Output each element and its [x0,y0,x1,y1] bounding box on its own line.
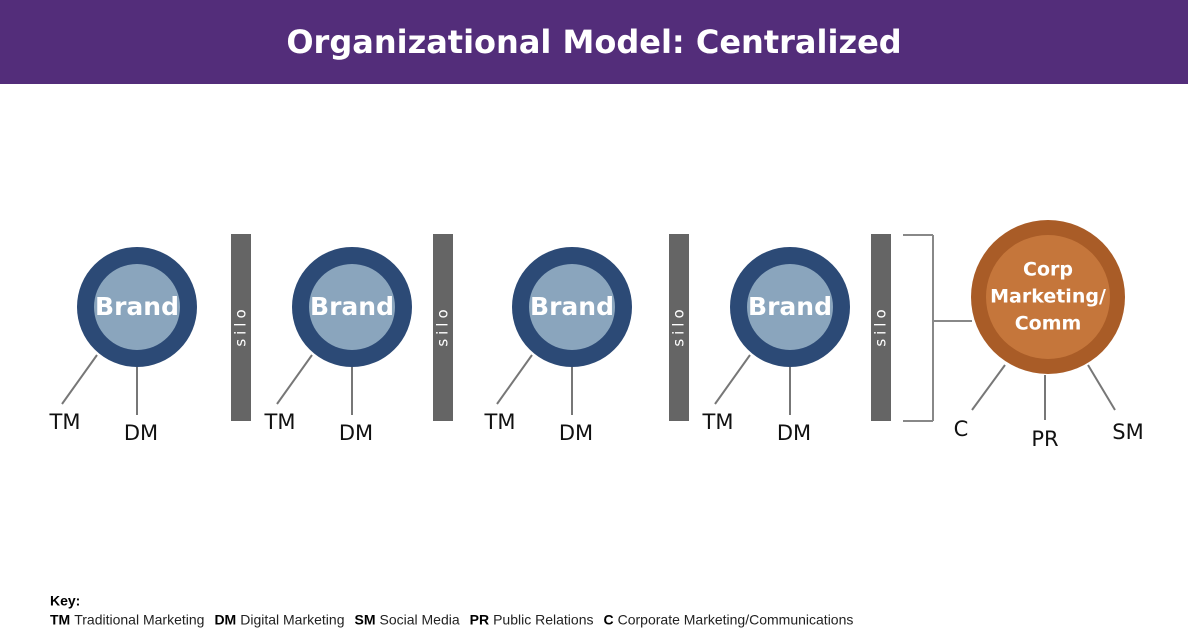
silo-label: silo [670,305,688,346]
corp-inner [986,235,1110,359]
silo [871,234,891,421]
corp-label: Marketing/ [990,286,1106,308]
key-text: Public Relations [493,612,593,628]
brand-inner [747,264,833,350]
brand-inner [529,264,615,350]
silo-label: silo [434,305,452,346]
key-text: Traditional Marketing [74,612,204,628]
dm-label: DM [124,421,158,445]
tm-label: TM [484,410,516,434]
header-bar [0,0,1188,84]
key-abbr: C [603,612,613,628]
silo-label: silo [872,305,890,346]
brand-inner [309,264,395,350]
spoke [276,354,313,405]
key-title: Key: [50,593,80,609]
spoke [714,354,751,405]
key-abbr: DM [214,612,236,628]
tm-label: TM [264,410,296,434]
silo [231,234,251,421]
dm-label: DM [777,421,811,445]
corp-label: Comm [1015,313,1082,335]
spoke-label: C [954,417,969,441]
spoke [496,354,533,405]
spoke-label: PR [1031,427,1058,451]
brand-label: Brand [95,292,179,321]
tm-label: TM [702,410,734,434]
spoke-label: SM [1112,420,1143,444]
tm-label: TM [49,410,81,434]
silo [669,234,689,421]
key-abbr: SM [354,612,375,628]
brand-label: Brand [748,292,832,321]
title: Organizational Model: Centralized [286,23,901,61]
silo-label: silo [232,305,250,346]
dm-label: DM [339,421,373,445]
brand-inner [94,264,180,350]
brand-label: Brand [530,292,614,321]
key-text: Digital Marketing [240,612,344,628]
corp-label: Corp [1023,259,1073,281]
dm-label: DM [559,421,593,445]
key-abbr: PR [470,612,489,628]
key-text: Corporate Marketing/Communications [618,612,854,628]
spoke [971,364,1006,411]
silo [433,234,453,421]
key-abbr: TM [50,612,70,628]
spoke [61,354,98,405]
spoke [1087,364,1116,411]
key-text: Social Media [379,612,459,628]
brand-label: Brand [310,292,394,321]
